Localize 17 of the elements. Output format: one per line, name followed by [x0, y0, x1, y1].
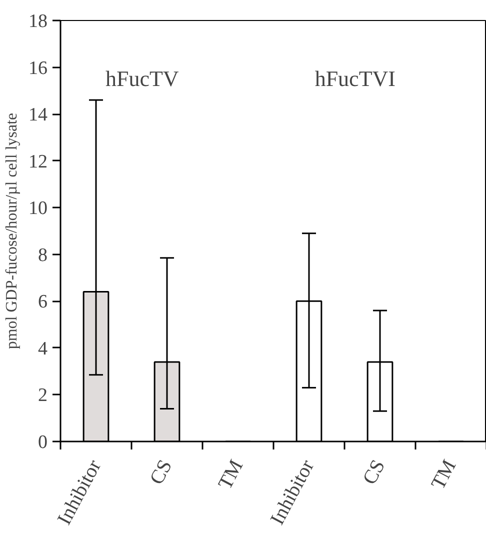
- y-tick-label: 0: [38, 432, 48, 453]
- y-tick-label: 4: [38, 338, 48, 360]
- y-axis-title: pmol GDP-fucose/hour/µl cell lysate: [4, 112, 20, 350]
- x-tick-label: CS: [358, 456, 390, 488]
- y-tick-label: 14: [28, 104, 48, 126]
- annotation: hFucTVI: [314, 66, 396, 91]
- y-tick-label: 16: [28, 58, 48, 79]
- y-tick-label: 8: [38, 244, 48, 266]
- x-tick-label: TM: [214, 456, 248, 494]
- y-tick-label: 6: [38, 292, 48, 313]
- y-tick-label: 10: [28, 198, 48, 220]
- x-tick-label: CS: [146, 456, 177, 488]
- y-tick-label: 2: [38, 385, 48, 406]
- y-tick-label: 18: [28, 11, 48, 32]
- y-tick-label: 12: [28, 151, 48, 172]
- annotation: hFucTV: [105, 66, 179, 91]
- x-tick-label: TM: [427, 456, 461, 494]
